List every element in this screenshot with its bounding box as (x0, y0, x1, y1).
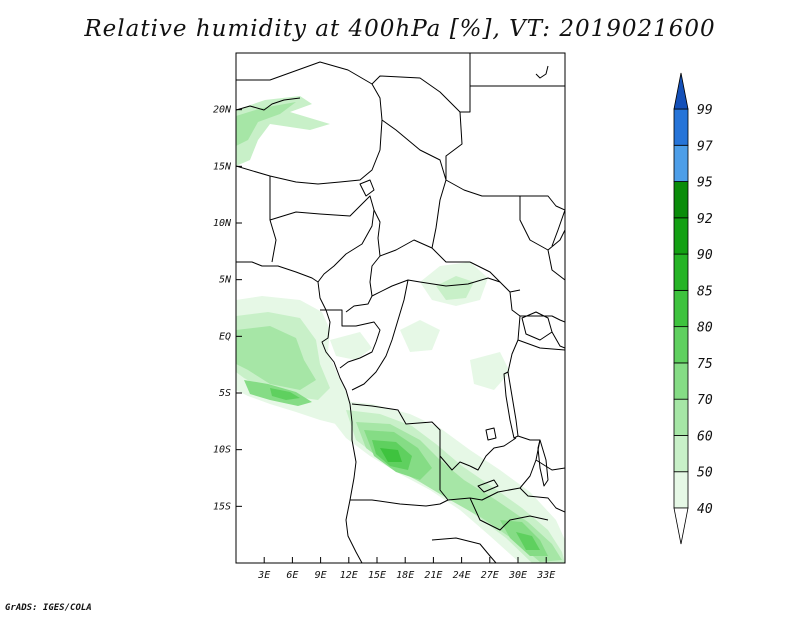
colorbar-label: 75 (697, 357, 713, 372)
border (469, 437, 517, 471)
border (469, 261, 501, 283)
border (431, 537, 497, 563)
border (379, 239, 433, 257)
humidity-area (330, 332, 372, 360)
border (445, 111, 565, 211)
colorbar-segment (673, 435, 689, 473)
lon-tick-label: 30E (508, 570, 527, 581)
border (371, 277, 521, 297)
colorbar-upper-arrow (673, 72, 689, 110)
lat-tick-label: 5N (219, 275, 232, 286)
chart-title: Relative humidity at 400hPa [%], VT: 201… (84, 16, 716, 42)
lon-tick-label: 24E (453, 570, 471, 581)
colorbar-segment (673, 144, 689, 182)
lat-tick-label: 20N (213, 105, 232, 116)
lat-tick-label: 10S (213, 445, 231, 456)
colorbar-lower-arrow (673, 507, 689, 545)
lake-chad (359, 179, 375, 197)
humidity-area (270, 388, 300, 400)
lat-tick-label: 5S (219, 388, 231, 399)
coastline (236, 97, 301, 111)
colorbar-segment (673, 326, 689, 364)
border (520, 315, 565, 323)
lat-tick-label: 15S (213, 501, 231, 512)
colorbar-segment (673, 181, 689, 219)
colorbar-segment (673, 398, 689, 436)
colorbar-label: 92 (697, 212, 713, 227)
border (517, 339, 565, 351)
colorbar-label: 40 (697, 502, 713, 517)
lat-tick-label: EQ (219, 331, 231, 342)
colorbar-segment (673, 108, 689, 146)
border (351, 279, 409, 391)
humidity-area (236, 102, 296, 146)
colorbar-label: 50 (697, 466, 713, 481)
border (551, 331, 565, 349)
humidity-area (436, 276, 474, 300)
lon-tick-label: 9E (315, 570, 327, 581)
border (469, 85, 565, 112)
lon-axis: 3E 6E 9E 12E 15E 18E 21E 24E 27E 30E 33E (257, 557, 555, 581)
border (236, 83, 383, 185)
lat-tick-label: 15N (213, 161, 232, 172)
border (320, 309, 381, 369)
lon-tick-label: 12E (340, 570, 358, 581)
colorbar-label: 85 (697, 284, 713, 299)
lon-tick-label: 6E (286, 570, 298, 581)
border (439, 456, 449, 501)
humidity-area (516, 532, 540, 550)
colorbar-label: 70 (697, 393, 713, 408)
humidity-field (236, 96, 565, 563)
border (519, 487, 565, 513)
colorbar-label: 90 (697, 248, 713, 263)
border (535, 459, 565, 471)
lon-tick-label: 18E (396, 570, 414, 581)
lake-malawi (537, 439, 549, 487)
lake-mweru (485, 427, 497, 441)
grads-credit: GrADS: IGES/COLA (5, 603, 92, 613)
lat-axis: 20N 15N 10N 5N EQ 5S 10S 15S (213, 105, 242, 512)
humidity-area (470, 352, 510, 390)
lon-tick-label: 33E (536, 570, 555, 581)
colorbar-segment (673, 217, 689, 255)
border (236, 53, 471, 113)
lake-kariba (477, 479, 499, 493)
lon-tick-label: 27E (481, 570, 499, 581)
border (547, 249, 565, 281)
colorbar: 40 50 60 70 75 80 85 90 92 95 97 99 (673, 72, 713, 545)
humidity-area (236, 326, 316, 390)
colorbar-label: 99 (697, 103, 713, 118)
colorbar-segment (673, 362, 689, 400)
coastline (236, 261, 363, 563)
lon-tick-label: 21E (424, 570, 442, 581)
border (351, 403, 471, 471)
colorbar-segment (673, 289, 689, 328)
plot-frame (235, 52, 566, 564)
border (269, 195, 375, 283)
coastline (535, 65, 549, 79)
lon-tick-label: 3E (257, 570, 270, 581)
border (345, 209, 381, 313)
coastlines-borders (236, 53, 565, 563)
border (381, 119, 470, 263)
humidity-area (400, 320, 440, 352)
lon-tick-label: 15E (368, 570, 386, 581)
border (269, 176, 277, 263)
border (519, 196, 565, 251)
border (507, 291, 521, 373)
humidity-area (380, 448, 402, 462)
colorbar-label: 97 (697, 139, 713, 154)
colorbar-segment (673, 471, 689, 509)
lat-tick-label: 10N (213, 218, 232, 229)
coastline (551, 209, 565, 247)
lake-tanganyika (503, 371, 519, 439)
border (469, 497, 549, 531)
border (517, 435, 540, 441)
colorbar-label: 95 (697, 176, 713, 191)
colorbar-segment (673, 253, 689, 291)
colorbar-label: 80 (697, 321, 713, 336)
colorbar-label: 60 (697, 429, 713, 444)
